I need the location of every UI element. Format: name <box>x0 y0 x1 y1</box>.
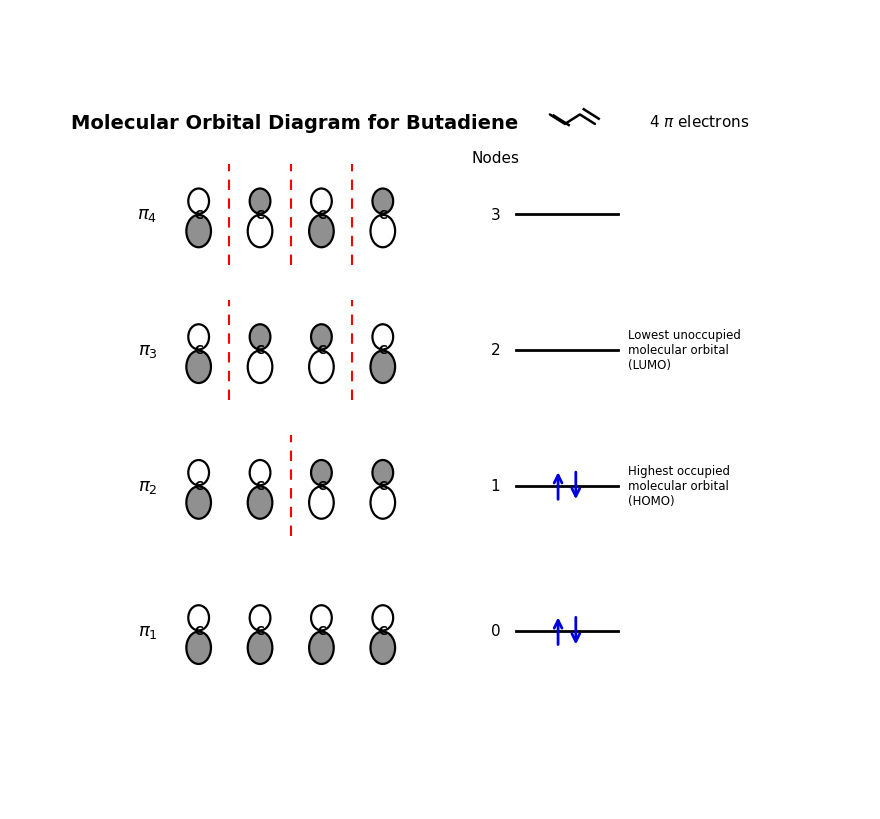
Ellipse shape <box>372 605 393 631</box>
Ellipse shape <box>311 325 332 350</box>
Text: $\pi_2$: $\pi_2$ <box>137 477 158 495</box>
Text: C: C <box>378 344 387 357</box>
Text: Highest occupied
molecular orbital
(HOMO): Highest occupied molecular orbital (HOMO… <box>628 464 730 508</box>
Ellipse shape <box>309 631 334 664</box>
Ellipse shape <box>187 215 211 248</box>
Text: $\pi_1$: $\pi_1$ <box>137 622 158 640</box>
Ellipse shape <box>188 189 209 215</box>
Ellipse shape <box>370 631 395 664</box>
Ellipse shape <box>250 460 270 486</box>
Text: C: C <box>317 344 326 357</box>
Ellipse shape <box>372 325 393 350</box>
Ellipse shape <box>250 189 270 215</box>
Text: 3: 3 <box>490 207 500 223</box>
Ellipse shape <box>311 605 332 631</box>
Text: C: C <box>256 625 264 638</box>
Ellipse shape <box>309 486 334 519</box>
Text: C: C <box>317 625 326 638</box>
Text: $\pi_4$: $\pi_4$ <box>137 206 158 224</box>
Text: Nodes: Nodes <box>472 151 519 165</box>
Ellipse shape <box>370 351 395 383</box>
Ellipse shape <box>187 486 211 519</box>
Text: $\pi_3$: $\pi_3$ <box>137 342 158 360</box>
Ellipse shape <box>188 325 209 350</box>
Ellipse shape <box>250 325 270 350</box>
Ellipse shape <box>248 631 272 664</box>
Text: C: C <box>378 480 387 492</box>
Text: C: C <box>256 344 264 357</box>
Text: C: C <box>194 344 203 357</box>
Ellipse shape <box>248 486 272 519</box>
Ellipse shape <box>188 605 209 631</box>
Ellipse shape <box>372 460 393 486</box>
Ellipse shape <box>372 189 393 215</box>
Ellipse shape <box>309 215 334 248</box>
Ellipse shape <box>370 486 395 519</box>
Text: C: C <box>256 480 264 492</box>
Text: Molecular Orbital Diagram for Butadiene: Molecular Orbital Diagram for Butadiene <box>70 114 517 133</box>
Text: 0: 0 <box>490 624 500 639</box>
Text: 2: 2 <box>490 343 500 358</box>
Ellipse shape <box>309 351 334 383</box>
Ellipse shape <box>248 351 272 383</box>
Ellipse shape <box>250 605 270 631</box>
Ellipse shape <box>187 631 211 664</box>
Text: C: C <box>256 209 264 221</box>
Text: C: C <box>194 480 203 492</box>
Text: 4 $\pi$ electrons: 4 $\pi$ electrons <box>649 114 749 129</box>
Text: C: C <box>317 480 326 492</box>
Text: C: C <box>317 209 326 221</box>
Text: C: C <box>378 625 387 638</box>
Ellipse shape <box>311 189 332 215</box>
Ellipse shape <box>187 351 211 383</box>
Text: C: C <box>378 209 387 221</box>
Text: 1: 1 <box>490 478 500 494</box>
Ellipse shape <box>370 215 395 248</box>
Text: C: C <box>194 625 203 638</box>
Ellipse shape <box>311 460 332 486</box>
Text: C: C <box>194 209 203 221</box>
Ellipse shape <box>248 215 272 248</box>
Text: Lowest unoccupied
molecular orbital
(LUMO): Lowest unoccupied molecular orbital (LUM… <box>628 329 741 372</box>
Ellipse shape <box>188 460 209 486</box>
